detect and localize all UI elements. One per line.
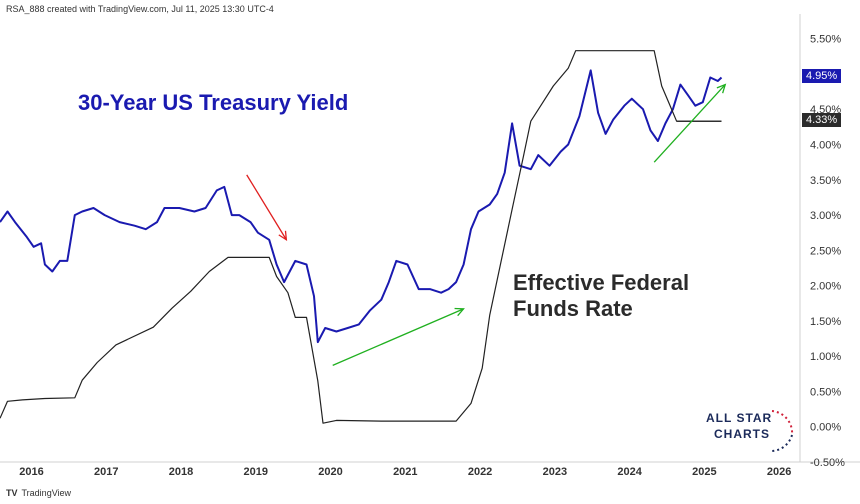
footer-brand-text: TradingView: [21, 488, 72, 498]
x-tick-label: 2023: [543, 466, 567, 478]
all-star-charts-logo: ALL STAR CHARTS: [700, 405, 800, 455]
footer-brand: TV TradingView: [6, 488, 71, 498]
x-tick-label: 2019: [244, 466, 268, 478]
fed-funds-label-line1: Effective Federal: [513, 270, 690, 295]
y-axis-ticks: 5.50%5.00%4.50%4.00%3.50%3.00%2.50%2.00%…: [810, 34, 845, 469]
y-tick-label: 0.50%: [810, 386, 841, 398]
y-tick-label: 1.50%: [810, 316, 841, 328]
tradingview-icon: TV: [6, 488, 18, 498]
x-tick-label: 2024: [617, 466, 642, 478]
x-axis-ticks: 2016 2017 2018 2019 2020 2021 2022 2023 2024 2025…: [19, 466, 791, 478]
treasury-last-value-badge: 4.95%: [802, 69, 842, 84]
trend-arrow-green2: [653, 84, 726, 163]
trend-arrow-green1: [332, 308, 464, 366]
x-tick-label: 2022: [468, 466, 492, 478]
series-layer: [0, 50, 723, 424]
treasury-label: 30-Year US Treasury Yield: [78, 90, 349, 115]
x-tick-label: 2018: [169, 466, 193, 478]
x-tick-label: 2026: [767, 466, 791, 478]
stars-ring-icon: [769, 410, 794, 453]
trend-arrow-red: [246, 174, 287, 241]
fed-last-value-badge: 4.33%: [802, 113, 842, 128]
trend-arrow-head-green1: [454, 307, 465, 317]
y-tick-label: 5.50%: [810, 34, 841, 46]
x-tick-label: 2020: [318, 466, 342, 478]
x-tick-label: 2017: [94, 466, 118, 478]
x-tick-label: 2016: [19, 466, 43, 478]
y-tick-label: 3.00%: [810, 210, 841, 222]
logo-line1: ALL STAR: [706, 411, 773, 425]
y-tick-label: 1.00%: [810, 351, 841, 363]
fed-funds-label: Effective Federal Funds Rate: [513, 270, 689, 322]
chart-header: RSA_888 created with TradingView.com, Ju…: [6, 4, 274, 14]
fed-funds-label-line2: Funds Rate: [513, 296, 633, 321]
x-tick-label: 2025: [692, 466, 716, 478]
x-tick-label: 2021: [393, 466, 417, 478]
trend-arrow-head-green2: [716, 83, 727, 94]
y-tick-label: 0.00%: [810, 422, 841, 434]
logo-line2: CHARTS: [714, 427, 770, 441]
fed-line: [0, 50, 722, 424]
treasury-line: [0, 69, 723, 344]
trend-arrow-head-red: [278, 230, 288, 242]
y-tick-label: 3.50%: [810, 175, 841, 187]
y-tick-label: 4.00%: [810, 140, 841, 152]
arrow-layer: [246, 83, 727, 366]
y-tick-label: 2.50%: [810, 245, 841, 257]
y-tick-label: 2.00%: [810, 281, 841, 293]
y-tick-label: -0.50%: [810, 457, 845, 469]
